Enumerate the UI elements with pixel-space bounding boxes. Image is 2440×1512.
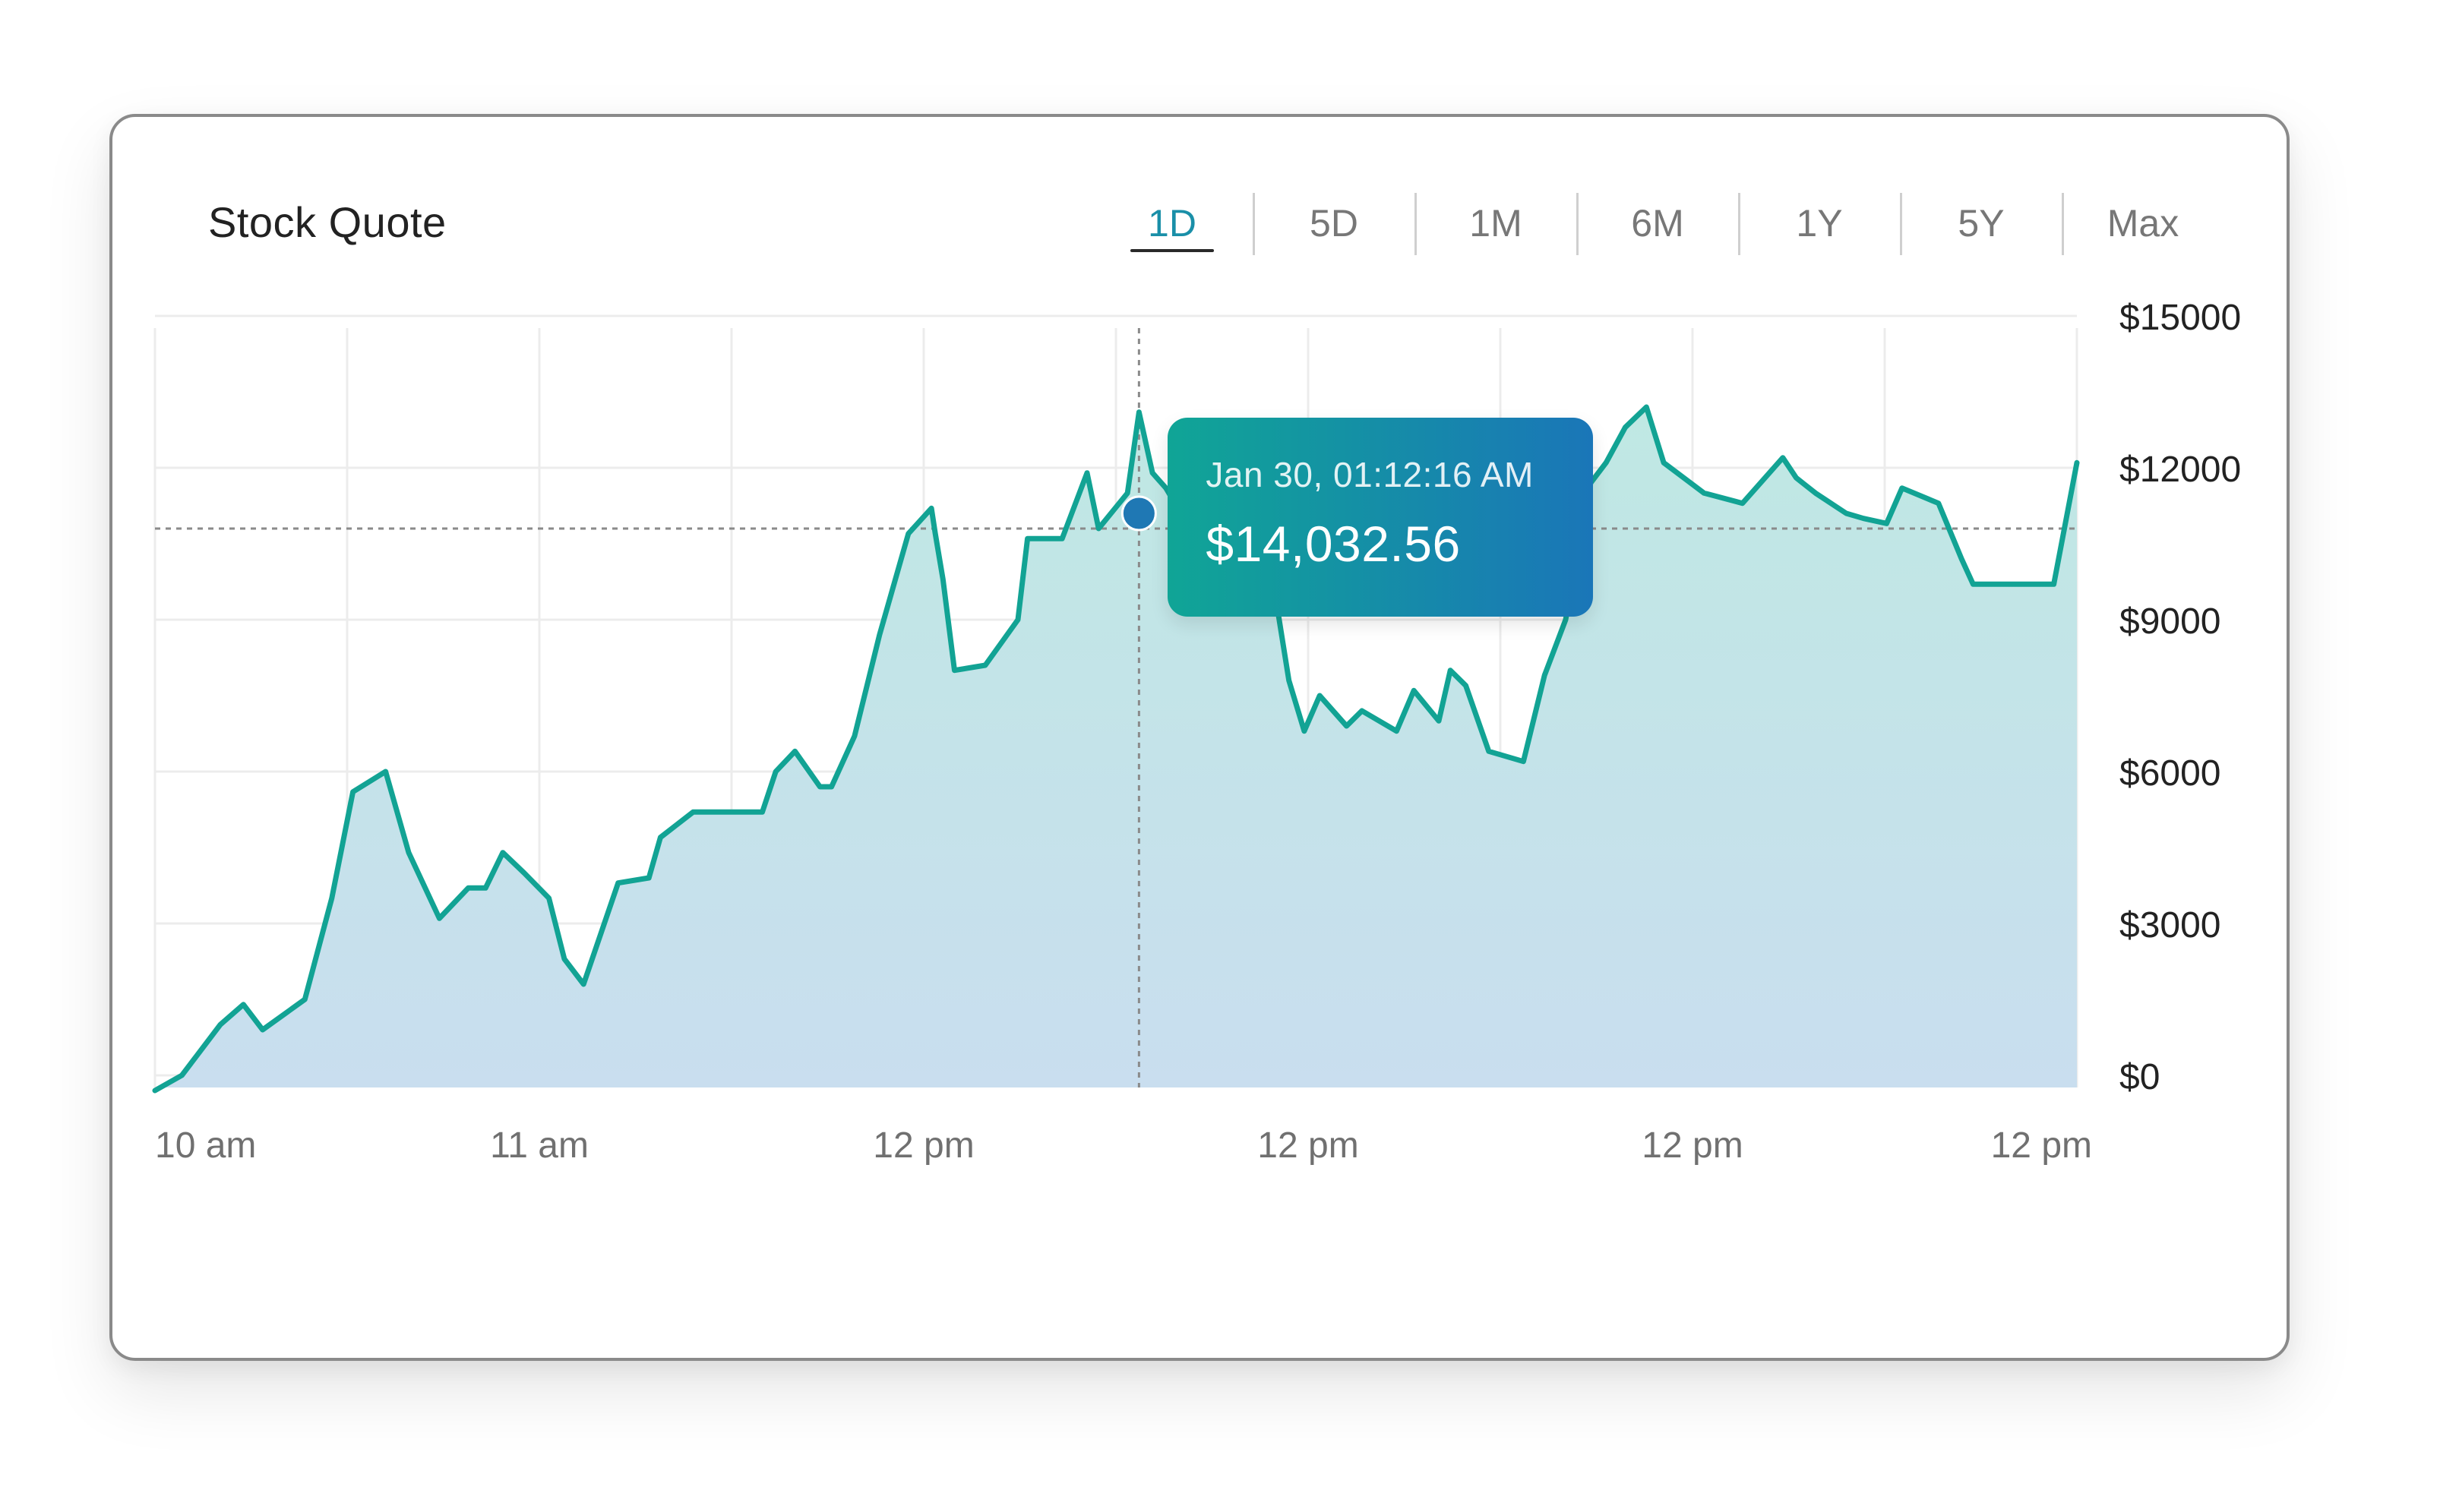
range-separator xyxy=(1414,193,1417,255)
range-button-1d[interactable]: 1D xyxy=(1100,185,1244,261)
tooltip-date: Jan 30, 01:12:16 AM xyxy=(1206,455,1534,494)
range-separator xyxy=(1900,193,1902,255)
card-title: Stock Quote xyxy=(208,198,447,246)
y-tick-label: $9000 xyxy=(2119,601,2220,642)
price-tooltip: Jan 30, 01:12:16 AM $14,032.56 xyxy=(1168,418,1594,617)
hover-point-marker xyxy=(1120,495,1157,532)
area-fill xyxy=(155,407,2077,1091)
stock-area-chart[interactable]: $0 $3000 $6000 $9000 $12000 $15000 10 am 11 am 1… xyxy=(112,117,2287,1358)
x-tick-label: 11 am xyxy=(490,1125,589,1166)
price-line xyxy=(152,404,2080,1094)
range-button-1m[interactable]: 1M xyxy=(1469,202,1522,245)
x-tick-label: 12 pm xyxy=(1991,1125,2092,1166)
y-tick-label: $3000 xyxy=(2119,905,2220,945)
range-separator xyxy=(2062,193,2064,255)
range-separator xyxy=(1576,193,1579,255)
range-button-6m[interactable]: 6M xyxy=(1631,202,1684,245)
tooltip-value: $14,032.56 xyxy=(1206,516,1461,572)
x-tick-label: 10 am xyxy=(155,1125,256,1166)
range-button-1y[interactable]: 1Y xyxy=(1796,202,1843,245)
y-tick-label: $12000 xyxy=(2119,450,2241,490)
range-button-5y[interactable]: 5Y xyxy=(1958,202,2005,245)
y-tick-label: $0 xyxy=(2119,1057,2160,1097)
range-separator xyxy=(1253,193,1255,255)
range-separator xyxy=(1738,193,1740,255)
y-tick-label: $6000 xyxy=(2119,753,2220,794)
x-tick-label: 12 pm xyxy=(1642,1125,1743,1166)
x-tick-label: 12 pm xyxy=(1257,1125,1358,1166)
range-button-max[interactable]: Max xyxy=(2107,202,2179,245)
time-range-selector: 1D 5D 1M 6M 1Y 5Y Max xyxy=(1100,185,2179,261)
range-button-5d[interactable]: 5D xyxy=(1310,202,1358,245)
y-tick-label: $15000 xyxy=(2119,298,2241,338)
x-tick-label: 12 pm xyxy=(873,1125,974,1166)
stock-quote-card: Stock Quote 1D 5D 1M 6M 1Y 5Y Max $0 $3000 $6000… xyxy=(109,114,2290,1361)
